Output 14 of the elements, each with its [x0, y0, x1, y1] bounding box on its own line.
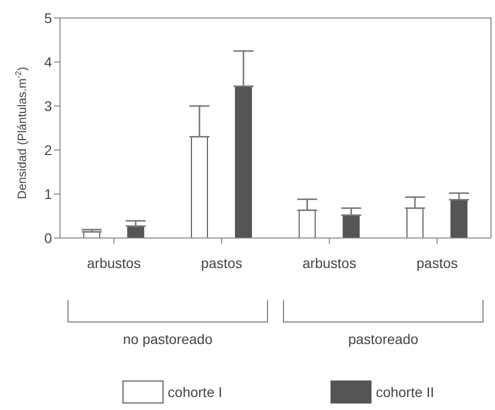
y-tick-label: 2 — [44, 142, 52, 158]
x-tick-label: arbustos — [87, 254, 141, 271]
x-tick-label: pastos — [201, 254, 242, 271]
text: pastoreado — [348, 331, 418, 347]
y-tick-label: 4 — [44, 54, 52, 70]
legend-label: cohorte I — [166, 383, 222, 402]
x-tick-label: arbustos — [302, 254, 356, 271]
y-tick-label: 3 — [44, 98, 52, 114]
x-tick-label: pastos — [416, 254, 458, 271]
y-tick-label: 0 — [44, 230, 52, 246]
y-tick-label: 5 — [44, 10, 52, 26]
text: no pastoreado — [122, 331, 213, 347]
y-tick-label: 1 — [44, 186, 52, 202]
legend-label: cohorte II — [374, 383, 434, 402]
